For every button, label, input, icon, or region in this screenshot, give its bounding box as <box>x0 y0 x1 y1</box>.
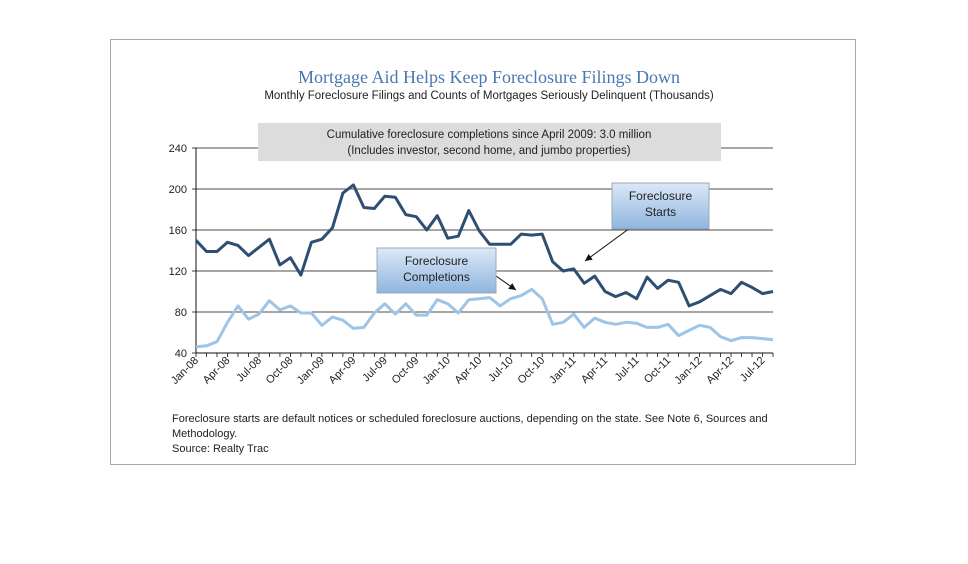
footnote: Foreclosure starts are default notices o… <box>172 412 812 457</box>
callout-box <box>376 247 497 294</box>
x-tick-label-Oct-11: Oct-11 <box>642 355 673 386</box>
x-tick-label-Apr-09: Apr-09 <box>327 355 359 387</box>
y-tick-label-200: 200 <box>169 184 187 196</box>
series-lines <box>194 183 774 349</box>
x-tick-label-Jul-11: Jul-11 <box>613 355 642 384</box>
callout-arrow-head <box>585 254 593 261</box>
banner-line-1: Cumulative foreclosure completions since… <box>327 129 652 141</box>
callout-label-line-1: Foreclosure <box>405 254 469 268</box>
chart-subtitle: Monthly Foreclosure Filings and Counts o… <box>264 90 714 102</box>
x-tick-label-Jan-11: Jan-11 <box>547 355 579 387</box>
banner-background <box>258 123 721 161</box>
callout-arrow-line <box>584 227 631 262</box>
x-tick-label-Apr-12: Apr-12 <box>704 355 736 387</box>
x-tick-label-Jul-09: Jul-09 <box>360 355 390 385</box>
x-tick-label-Jul-12: Jul-12 <box>738 355 768 385</box>
x-tick-label-Jan-12: Jan-12 <box>672 355 704 387</box>
x-tick-label-Oct-09: Oct-09 <box>390 355 422 387</box>
series-line-foreclosure-starts <box>194 183 774 308</box>
y-tick-label-160: 160 <box>169 225 187 237</box>
series-callouts: Foreclosure Starts Foreclosure Completions <box>376 182 710 294</box>
banner-line-2: (Includes investor, second home, and jum… <box>347 145 630 157</box>
x-tick-label-Apr-08: Apr-08 <box>201 355 233 387</box>
cumulative-banner: Cumulative foreclosure completions since… <box>258 123 721 161</box>
x-tick-label-Apr-10: Apr-10 <box>453 355 485 387</box>
callout-foreclosure-starts: Foreclosure Starts <box>584 182 710 262</box>
y-tick-label-80: 80 <box>175 307 187 319</box>
x-tick-label-Oct-08: Oct-08 <box>264 355 296 387</box>
x-tick-label-Oct-10: Oct-10 <box>515 355 547 387</box>
y-tick-label-240: 240 <box>169 143 187 155</box>
x-tick-label-Jul-10: Jul-10 <box>486 355 516 385</box>
callout-label-line-1: Foreclosure <box>629 189 693 203</box>
footnote-text: Foreclosure starts are default notices o… <box>172 413 768 440</box>
x-tick-label-Jan-10: Jan-10 <box>421 355 453 387</box>
x-tick-label-Jan-09: Jan-09 <box>295 355 327 387</box>
callout-label-line-2: Completions <box>403 270 470 284</box>
x-tick-label-Apr-11: Apr-11 <box>579 355 610 386</box>
series-line-foreclosure-completions <box>195 287 774 349</box>
y-tick-label-40: 40 <box>175 348 187 360</box>
callout-foreclosure-completions: Foreclosure Completions <box>376 247 517 294</box>
x-tick-label-Jul-08: Jul-08 <box>234 355 264 385</box>
callout-arrow-head <box>508 283 516 290</box>
callout-label-line-2: Starts <box>645 205 676 219</box>
y-tick-label-120: 120 <box>169 266 187 278</box>
footnote-source: Source: Realty Trac <box>172 443 269 455</box>
callout-box <box>611 182 710 230</box>
chart-title: Mortgage Aid Helps Keep Foreclosure Fili… <box>298 67 680 87</box>
